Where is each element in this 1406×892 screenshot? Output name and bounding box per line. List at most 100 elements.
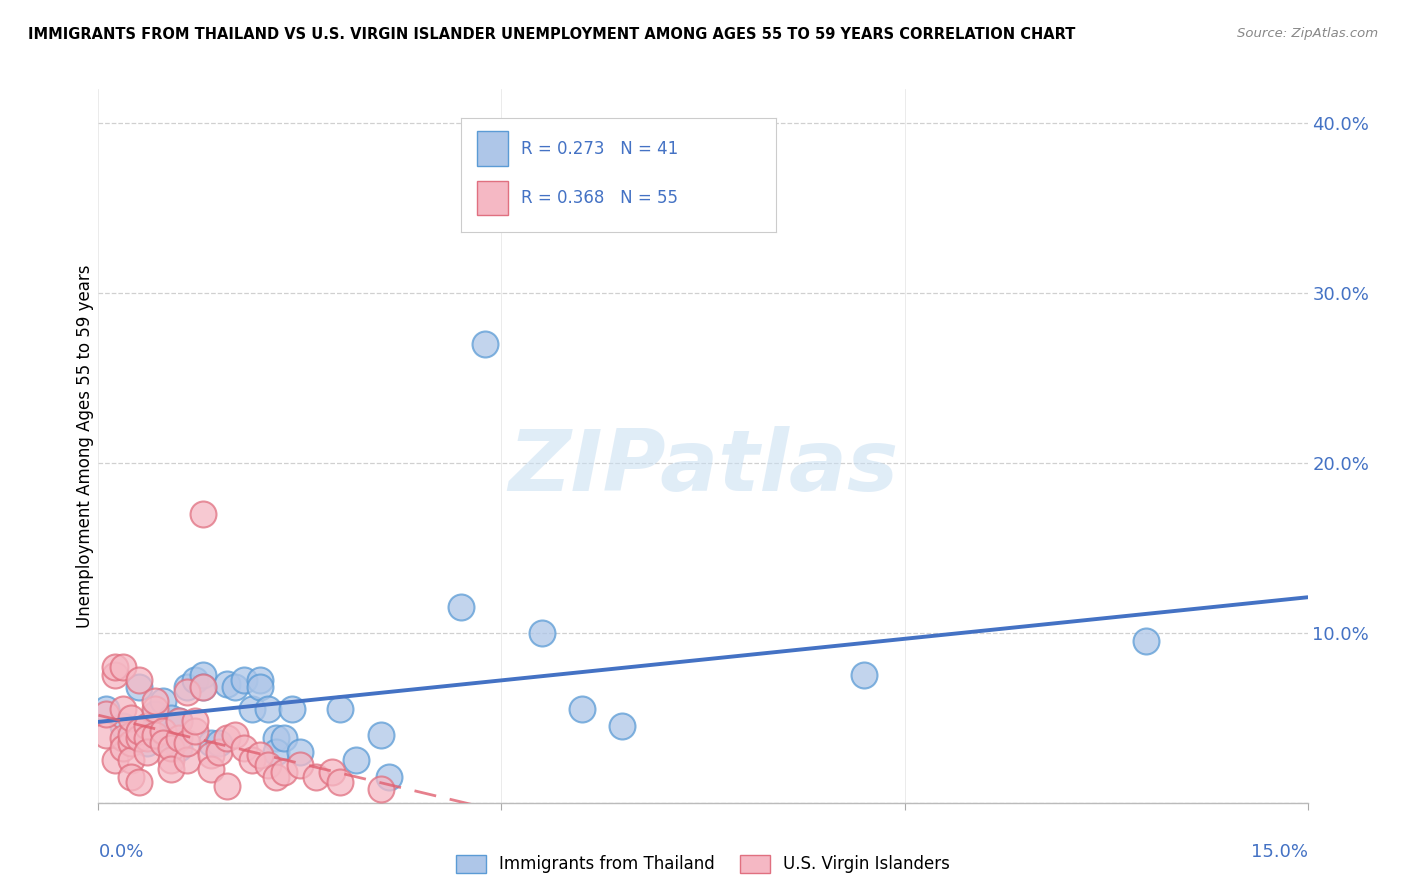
Point [217,779,239,793]
Point [377,770,399,784]
Point [152,694,174,708]
Point [256,758,278,772]
Point [152,736,174,750]
Point [370,782,392,797]
Point [111,719,134,733]
Point [240,702,263,716]
Point [193,680,215,694]
Point [160,753,183,767]
Point [160,762,183,776]
Point [143,694,166,708]
Point [176,685,198,699]
Point [321,765,343,780]
Point [200,762,222,776]
Point [128,724,150,739]
Point [264,745,287,759]
Point [281,702,304,716]
Point [288,745,311,759]
Point [264,770,287,784]
Point [184,714,207,729]
Point [256,702,278,716]
Point [249,748,271,763]
Point [224,680,246,694]
Point [853,668,876,682]
Text: 0.0%: 0.0% [98,843,143,861]
Point [143,707,166,722]
Point [249,680,271,694]
Y-axis label: Unemployment Among Ages 55 to 59 years: Unemployment Among Ages 55 to 59 years [76,264,94,628]
Point [184,673,207,688]
Point [120,753,142,767]
Point [193,507,215,521]
Point [232,741,254,756]
Point [217,677,239,691]
Point [128,731,150,746]
Point [305,770,328,784]
Point [240,753,263,767]
Point [200,748,222,763]
Point [96,707,118,722]
Point [120,711,142,725]
Point [273,731,295,746]
Point [344,753,367,767]
Point [128,680,150,694]
Point [329,702,352,716]
Point [264,731,287,746]
Point [120,728,142,742]
Text: IMMIGRANTS FROM THAILAND VS U.S. VIRGIN ISLANDER UNEMPLOYMENT AMONG AGES 55 TO 5: IMMIGRANTS FROM THAILAND VS U.S. VIRGIN … [28,27,1076,42]
Point [208,736,231,750]
Point [167,714,190,729]
Point [160,741,183,756]
Point [111,702,134,716]
Point [135,736,157,750]
Point [474,337,496,351]
Point [111,731,134,746]
Point [232,673,254,688]
Point [143,728,166,742]
Point [96,728,118,742]
Point [160,711,183,725]
Point [111,741,134,756]
Point [128,673,150,688]
Point [208,745,231,759]
Point [217,731,239,746]
Point [135,745,157,759]
Point [152,724,174,739]
Legend: Immigrants from Thailand, U.S. Virgin Islanders: Immigrants from Thailand, U.S. Virgin Is… [449,848,957,880]
Point [224,728,246,742]
Point [167,731,190,746]
Point [450,600,472,615]
Point [135,719,157,733]
Text: Source: ZipAtlas.com: Source: ZipAtlas.com [1237,27,1378,40]
Point [167,714,190,729]
Point [120,770,142,784]
Point [167,741,190,756]
Point [152,731,174,746]
Point [176,753,198,767]
Point [200,736,222,750]
Point [329,775,352,789]
Point [612,719,634,733]
Point [120,731,142,746]
Point [103,753,125,767]
Point [273,765,295,780]
Point [184,724,207,739]
Point [571,702,593,716]
Point [249,673,271,688]
Point [103,660,125,674]
Point [135,731,157,746]
Text: 15.0%: 15.0% [1250,843,1308,861]
Point [176,680,198,694]
Point [143,702,166,716]
Point [96,702,118,716]
Point [370,728,392,742]
Point [176,736,198,750]
Point [128,775,150,789]
Point [128,724,150,739]
Text: ZIPatlas: ZIPatlas [508,425,898,509]
Point [193,668,215,682]
Point [1135,634,1157,648]
Point [103,668,125,682]
Point [120,736,142,750]
Point [111,660,134,674]
